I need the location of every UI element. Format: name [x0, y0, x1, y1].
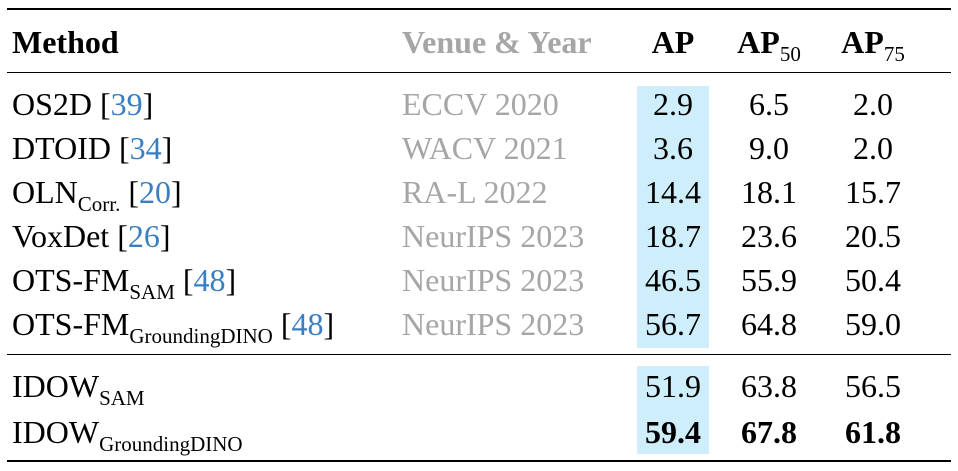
table-row-ap50: 18.1	[741, 174, 797, 210]
header-ap: AP	[651, 24, 695, 60]
table-row-venue: NeurIPS 2023	[402, 218, 585, 254]
table-row-ap: 46.5	[645, 262, 701, 298]
citation-link[interactable]: 34	[129, 130, 162, 166]
table-row-method: OS2D [39]	[12, 86, 154, 122]
table-row-ap75: 2.0	[853, 86, 893, 122]
ours-row-ap75: 61.8	[845, 414, 901, 450]
ours-row-ap50: 63.8	[741, 368, 797, 404]
ours-row-method: IDOWSAM	[12, 368, 145, 410]
table-row-ap50: 55.9	[741, 262, 797, 298]
table-row-ap: 56.7	[645, 306, 701, 342]
citation-link[interactable]: 39	[110, 86, 143, 122]
bottom-rule	[7, 460, 951, 462]
citation-link[interactable]: 48	[193, 262, 226, 298]
header-ap50-sub: 50	[779, 42, 801, 66]
table-row-ap75: 15.7	[845, 174, 901, 210]
table-row-method: OLNCorr. [20]	[12, 174, 182, 216]
top-rule	[7, 8, 951, 10]
table-row-ap: 18.7	[645, 218, 701, 254]
header-rule	[7, 72, 951, 73]
table-row-ap50: 23.6	[741, 218, 797, 254]
ours-row-ap: 59.4	[645, 414, 701, 450]
table-row-ap75: 59.0	[845, 306, 901, 342]
ap-column-highlight-ours	[637, 366, 709, 454]
citation-link[interactable]: 48	[291, 306, 324, 342]
ap-column-highlight	[637, 86, 709, 348]
table-row-venue: NeurIPS 2023	[402, 262, 585, 298]
ours-row-method: IDOWGroundingDINO	[12, 414, 243, 456]
table-row-venue: RA-L 2022	[402, 174, 548, 210]
header-ap50: AP50	[737, 24, 801, 66]
table-row-ap50: 9.0	[749, 130, 789, 166]
table-row-ap50: 6.5	[749, 86, 789, 122]
table-row-ap: 3.6	[653, 130, 693, 166]
citation-link[interactable]: 20	[139, 174, 172, 210]
table-row-ap: 14.4	[645, 174, 701, 210]
header-venue: Venue & Year	[402, 24, 592, 60]
table-row-ap75: 50.4	[845, 262, 901, 298]
table-row-ap50: 64.8	[741, 306, 797, 342]
table-row-ap75: 20.5	[845, 218, 901, 254]
section-rule	[7, 354, 951, 355]
table-row-venue: ECCV 2020	[402, 86, 559, 122]
citation-link[interactable]: 26	[127, 218, 160, 254]
table-row-venue: WACV 2021	[402, 130, 568, 166]
ours-row-ap75: 56.5	[845, 368, 901, 404]
table-row-method: OTS-FMGroundingDINO [48]	[12, 306, 335, 348]
table-row-method: DTOID [34]	[12, 130, 173, 166]
table-row-venue: NeurIPS 2023	[402, 306, 585, 342]
table-row-method: VoxDet [26]	[12, 218, 171, 254]
ours-row-ap50: 67.8	[741, 414, 797, 450]
ours-row-ap: 51.9	[645, 368, 701, 404]
header-method: Method	[12, 24, 119, 60]
table-row-ap75: 2.0	[853, 130, 893, 166]
header-ap75-sub: 75	[883, 42, 905, 66]
table-row-method: OTS-FMSAM [48]	[12, 262, 237, 304]
table-row-ap: 2.9	[653, 86, 693, 122]
header-ap75: AP75	[841, 24, 905, 66]
